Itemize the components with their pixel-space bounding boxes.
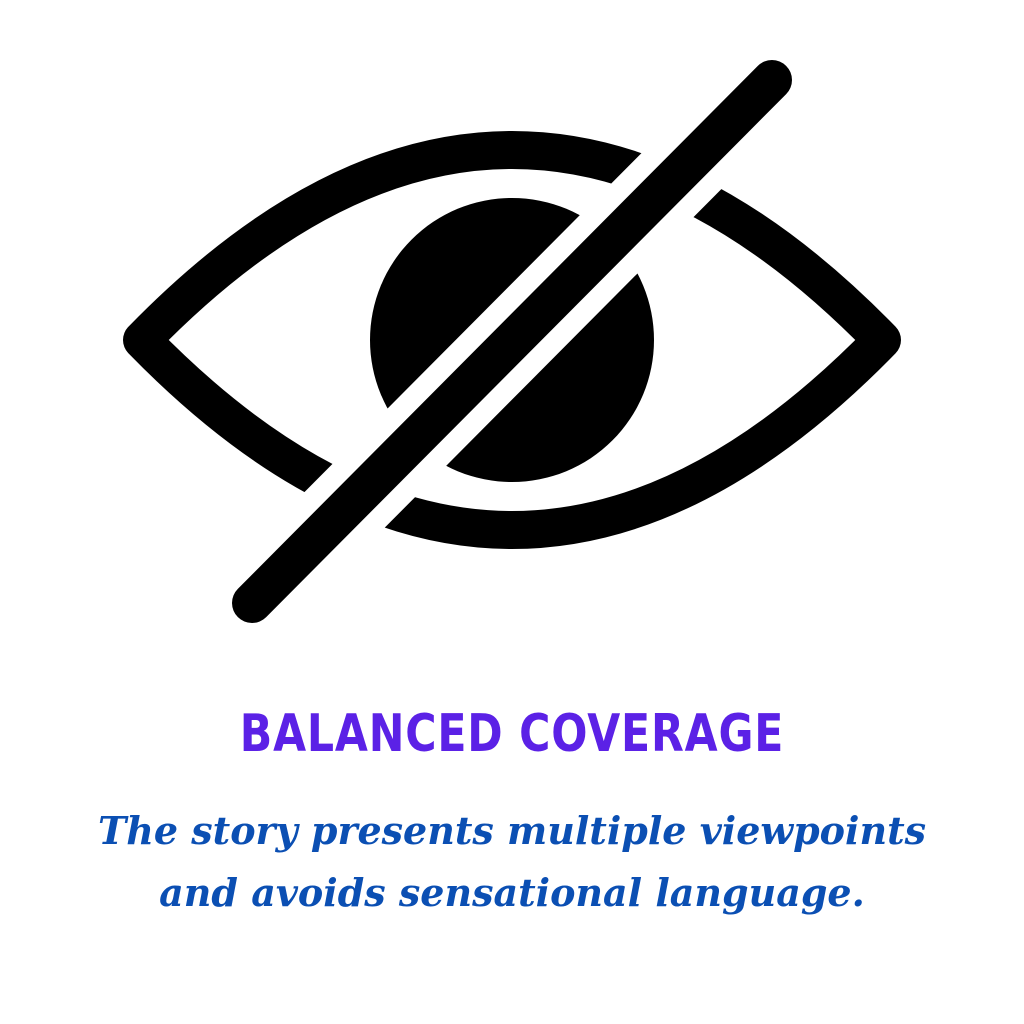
eye-outline: [123, 131, 901, 549]
card-title: BALANCED COVERAGE: [239, 704, 785, 764]
card-description: The story presents multiple viewpoints a…: [97, 808, 927, 915]
eye-slash-line: [232, 60, 792, 623]
eye-slash-icon: [123, 60, 901, 623]
